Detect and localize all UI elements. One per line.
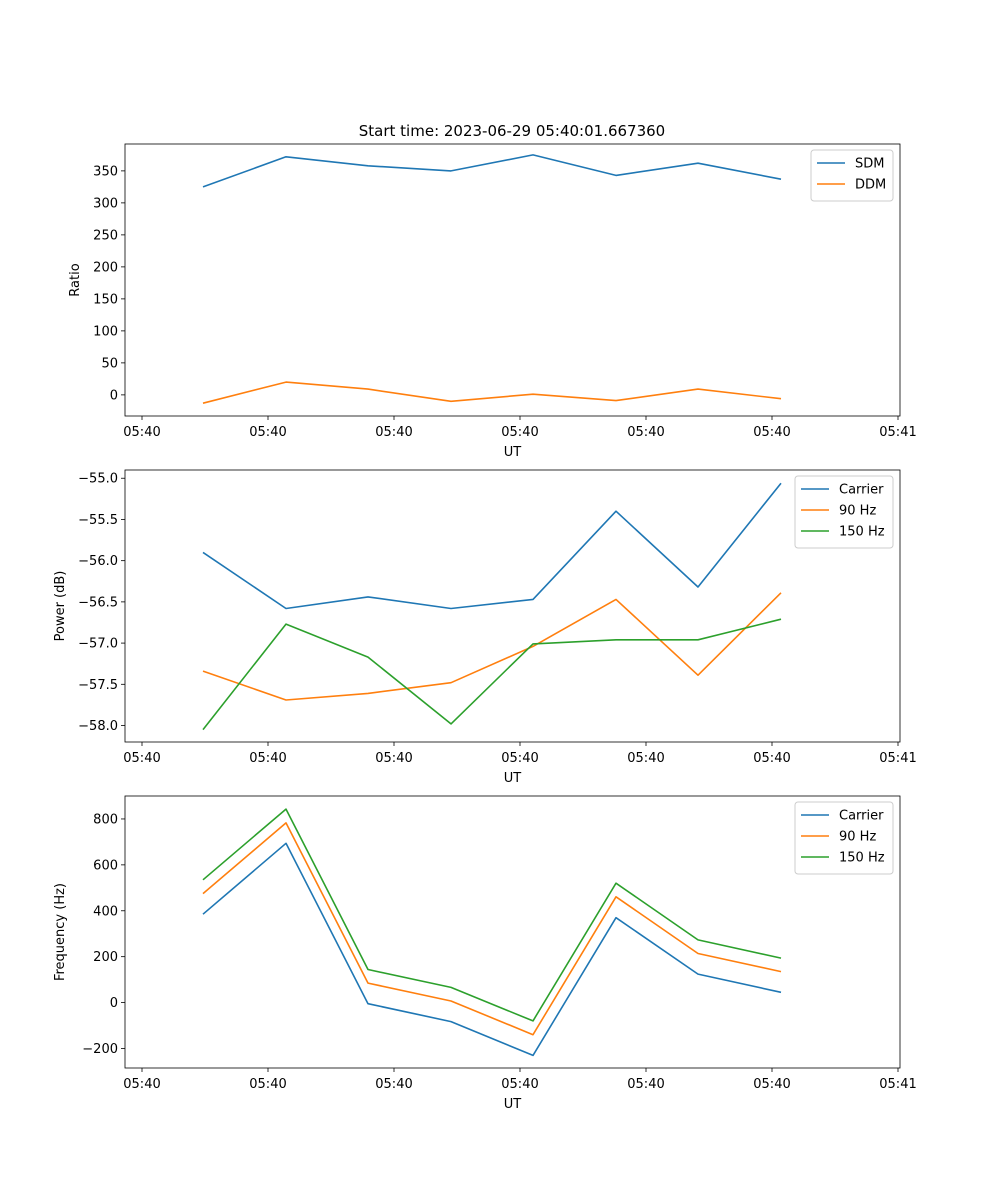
legend-box (794, 475, 894, 549)
figure-title: Start time: 2023-06-29 05:40:01.667360 (359, 122, 665, 140)
legend-box (794, 801, 894, 875)
y-tick-label: 250 (93, 228, 118, 243)
y-tick-label: 800 (93, 812, 118, 827)
axes-frame (124, 795, 901, 1069)
series-line-90-hz (202, 592, 782, 701)
x-tick-label: 05:40 (375, 751, 412, 766)
series-line-carrier (202, 482, 782, 610)
axes-frame (124, 469, 901, 743)
y-axis-label: Frequency (Hz) (53, 883, 68, 981)
x-tick-label: 05:41 (879, 751, 916, 766)
x-axis-label: UT (504, 1097, 522, 1112)
x-tick-label: 05:40 (753, 1077, 790, 1092)
x-tick-label: 05:40 (123, 425, 160, 440)
y-tick-label: −57.0 (78, 637, 118, 652)
legend-label: DDM (855, 178, 886, 193)
subplot-1: 05:40 05:40 05:40 05:40 05:40 05:40 05:41 UT 0 50… (68, 143, 917, 460)
y-tick-label: −55.0 (78, 472, 118, 487)
legend-label: Carrier (839, 809, 884, 824)
x-tick-label: 05:40 (249, 425, 286, 440)
x-tick-label: 05:40 (123, 1077, 160, 1092)
x-axis-label: UT (504, 771, 522, 786)
legend-label: SDM (855, 157, 884, 172)
x-tick-label: 05:40 (501, 751, 538, 766)
y-tick-label: −56.0 (78, 554, 118, 569)
y-tick-label: −200 (82, 1042, 118, 1057)
x-tick-label: 05:40 (753, 425, 790, 440)
y-tick-label: −55.5 (78, 513, 118, 528)
legend-label: 90 Hz (839, 830, 876, 845)
series-line-carrier (202, 842, 782, 1057)
y-tick-label: −57.5 (78, 678, 118, 693)
axes-frame (124, 143, 901, 417)
x-tick-label: 05:41 (879, 425, 916, 440)
y-tick-label: 350 (93, 164, 118, 179)
x-tick-label: 05:40 (123, 751, 160, 766)
x-tick-label: 05:40 (501, 425, 538, 440)
y-tick-label: 200 (93, 950, 118, 965)
x-tick-label: 05:40 (627, 1077, 664, 1092)
x-tick-label: 05:40 (627, 425, 664, 440)
x-tick-label: 05:40 (375, 425, 412, 440)
y-tick-label: 150 (93, 292, 118, 307)
y-tick-label: 200 (93, 260, 118, 275)
x-tick-label: 05:41 (879, 1077, 916, 1092)
y-tick-label: −56.5 (78, 595, 118, 610)
y-tick-label: 600 (93, 858, 118, 873)
x-axis-label: UT (504, 445, 522, 460)
subplot-3: 05:40 05:40 05:40 05:40 05:40 05:40 05:41 UT −20… (53, 795, 917, 1112)
legend-label: Carrier (839, 483, 884, 498)
y-tick-label: −58.0 (78, 719, 118, 734)
legend-label: 150 Hz (839, 851, 885, 866)
y-tick-label: 100 (93, 324, 118, 339)
x-tick-label: 05:40 (249, 751, 286, 766)
x-tick-label: 05:40 (375, 1077, 412, 1092)
series-line-150-hz (202, 618, 782, 731)
series-line-150-hz (202, 808, 782, 1022)
series-line-ddm (202, 381, 782, 404)
x-tick-label: 05:40 (753, 751, 790, 766)
y-tick-label: 0 (110, 996, 118, 1011)
x-tick-label: 05:40 (627, 751, 664, 766)
series-line-90-hz (202, 822, 782, 1036)
y-tick-label: 50 (101, 356, 118, 371)
y-axis-label: Power (dB) (53, 571, 68, 642)
x-tick-label: 05:40 (501, 1077, 538, 1092)
plots: 05:40 05:40 05:40 05:40 05:40 05:40 05:41 UT 0 50… (53, 143, 917, 1112)
y-tick-label: 0 (110, 388, 118, 403)
y-tick-label: 400 (93, 904, 118, 919)
series-line-sdm (202, 154, 782, 188)
y-axis-label: Ratio (68, 263, 83, 296)
subplot-2: 05:40 05:40 05:40 05:40 05:40 05:40 05:41 UT −58… (53, 469, 917, 786)
legend-label: 90 Hz (839, 504, 876, 519)
legend-label: 150 Hz (839, 525, 885, 540)
x-tick-label: 05:40 (249, 1077, 286, 1092)
y-tick-label: 300 (93, 196, 118, 211)
